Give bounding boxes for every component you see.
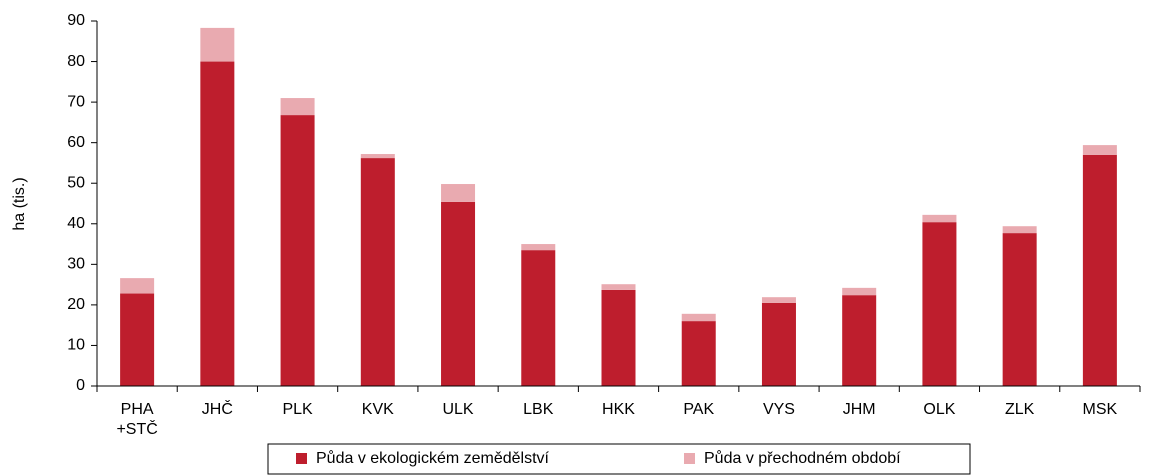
bar-segment bbox=[601, 284, 636, 290]
bar-segment bbox=[601, 289, 636, 386]
bar-segment bbox=[360, 158, 395, 386]
x-tick-label: ZLK bbox=[1005, 401, 1035, 418]
x-tick-label: ULK bbox=[442, 401, 473, 418]
bar-segment bbox=[842, 287, 877, 296]
x-tick-label: KVK bbox=[362, 401, 394, 418]
bar-segment bbox=[120, 293, 155, 386]
bar-segment bbox=[1082, 154, 1117, 386]
bar-segment bbox=[200, 27, 235, 62]
bar-segment bbox=[922, 222, 957, 386]
x-tick-label: VYS bbox=[763, 401, 795, 418]
x-tick-label: PLK bbox=[282, 401, 313, 418]
bar-segment bbox=[200, 61, 235, 387]
legend-label: Půda v ekologickém zemědělství bbox=[316, 449, 550, 467]
bar-segment bbox=[441, 184, 476, 202]
bar-segment bbox=[441, 201, 476, 386]
y-tick-label: 30 bbox=[67, 256, 85, 273]
y-tick-label: 50 bbox=[67, 174, 85, 191]
x-tick-label: MSK bbox=[1083, 401, 1118, 418]
y-tick-label: 80 bbox=[67, 53, 85, 70]
bar-segment bbox=[1002, 233, 1037, 386]
y-tick-label: 10 bbox=[67, 337, 85, 354]
bar-segment bbox=[280, 98, 315, 116]
bar-segment bbox=[1082, 145, 1117, 155]
x-tick-label: HKK bbox=[602, 401, 635, 418]
bar-segment bbox=[761, 297, 796, 303]
bar-segment bbox=[922, 214, 957, 223]
legend-box bbox=[267, 443, 971, 475]
x-tick-label: PHA +STČ bbox=[116, 401, 157, 438]
legend-label: Půda v přechodném období bbox=[704, 449, 901, 467]
x-tick-label: PAK bbox=[683, 401, 714, 418]
bar-segment bbox=[521, 250, 556, 386]
bar-segment bbox=[280, 115, 315, 386]
x-tick-label: LBK bbox=[523, 401, 554, 418]
bar-segment bbox=[761, 302, 796, 386]
bar-segment bbox=[120, 278, 155, 294]
bar-segment bbox=[842, 295, 877, 386]
legend-swatch bbox=[684, 453, 695, 464]
bar-segment bbox=[360, 154, 395, 159]
x-tick-label: OLK bbox=[923, 401, 955, 418]
y-axis-label: ha (tis.) bbox=[11, 177, 28, 230]
x-tick-label: JHČ bbox=[202, 399, 233, 418]
legend-swatch bbox=[296, 453, 307, 464]
y-tick-label: 40 bbox=[67, 215, 85, 232]
bar-segment bbox=[681, 313, 716, 322]
y-tick-label: 0 bbox=[76, 377, 85, 394]
x-tick-label: JHM bbox=[843, 401, 876, 418]
bar-segment bbox=[681, 321, 716, 386]
y-tick-label: 70 bbox=[67, 93, 85, 110]
y-tick-label: 60 bbox=[67, 134, 85, 151]
bar-segment bbox=[1002, 226, 1037, 234]
y-tick-label: 90 bbox=[67, 12, 85, 29]
y-tick-label: 20 bbox=[67, 296, 85, 313]
bar-segment bbox=[521, 244, 556, 251]
